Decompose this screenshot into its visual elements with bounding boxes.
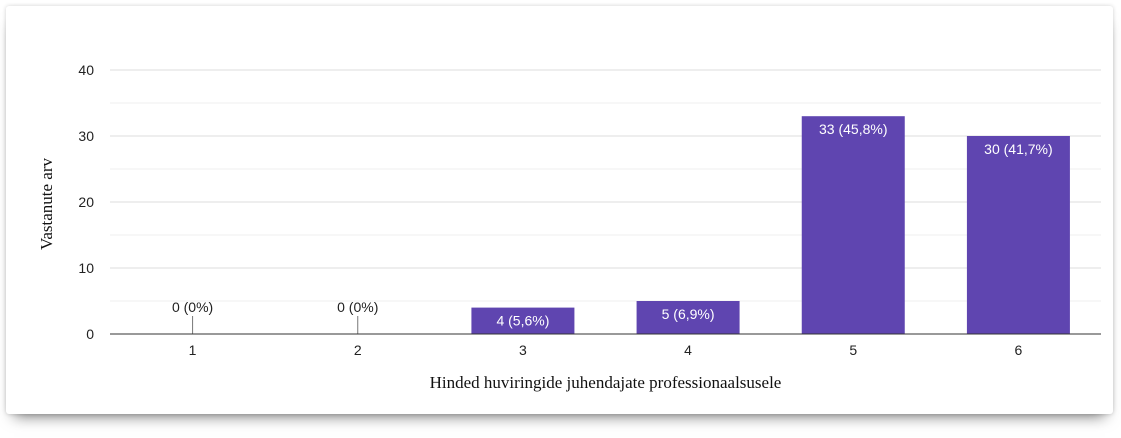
data-label: 0 (0%) — [337, 299, 378, 315]
data-label: 4 (5,6%) — [496, 313, 549, 329]
y-tick-label: 0 — [86, 326, 94, 342]
y-tick-labels: 0 10 20 30 40 — [78, 62, 94, 342]
chart-card — [6, 6, 1113, 414]
gridlines — [110, 69, 1101, 302]
x-tick-label: 1 — [189, 342, 197, 358]
bar — [801, 116, 905, 334]
bar — [636, 301, 740, 334]
x-tick-label: 3 — [519, 342, 527, 358]
data-label: 30 (41,7%) — [984, 141, 1052, 157]
y-tick-label: 20 — [78, 194, 94, 210]
x-tick-label: 4 — [684, 342, 692, 358]
data-label: 5 (6,9%) — [662, 306, 715, 322]
x-tick-label: 5 — [849, 342, 857, 358]
data-labels: 0 (0%) 0 (0%) 4 (5,6%) 5 (6,9%) 33 (45,8%) 30… — [172, 121, 1053, 328]
y-axis-title: Vastanute arv — [37, 157, 56, 250]
data-label: 33 (45,8%) — [819, 121, 887, 137]
bar — [471, 307, 575, 334]
y-tick-label: 40 — [78, 62, 94, 78]
x-tick-labels: 1 2 3 4 5 6 — [189, 342, 1023, 358]
bars — [192, 116, 1070, 334]
x-tick-label: 6 — [1015, 342, 1023, 358]
x-axis-title: Hinded huviringide juhendajate professio… — [430, 373, 782, 392]
y-tick-label: 30 — [78, 128, 94, 144]
x-tick-label: 2 — [354, 342, 362, 358]
y-tick-label: 10 — [78, 260, 94, 276]
bar — [966, 136, 1070, 334]
data-label: 0 (0%) — [172, 299, 213, 315]
